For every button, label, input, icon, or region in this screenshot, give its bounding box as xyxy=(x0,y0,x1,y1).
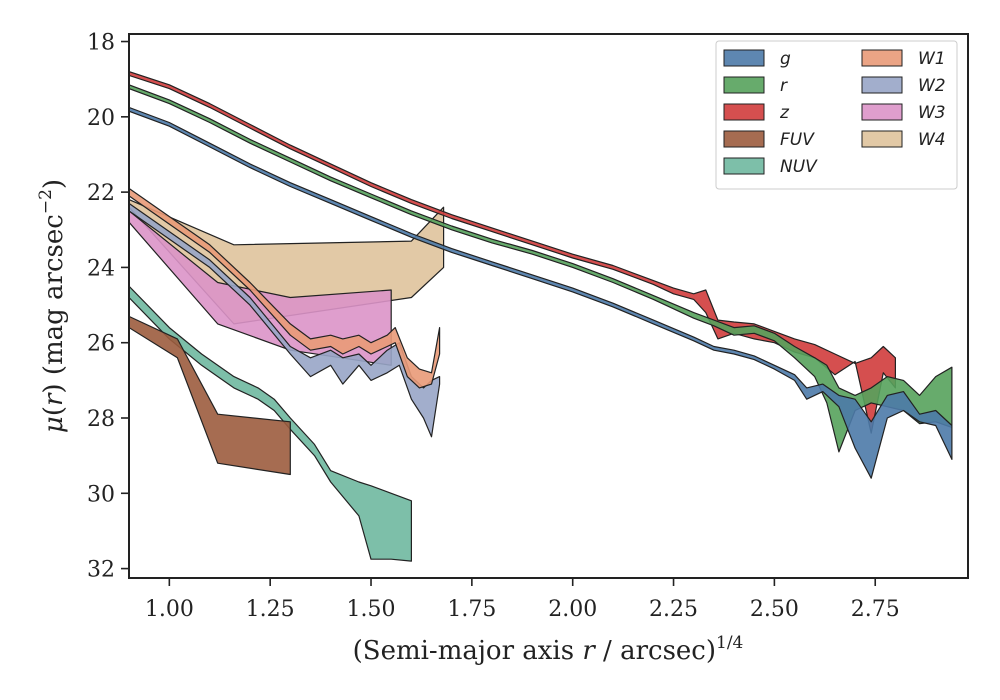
legend-swatch-w4 xyxy=(861,130,903,148)
band-g xyxy=(129,106,953,479)
y-tick-label: 32 xyxy=(87,558,115,583)
x-tick-label: 2.00 xyxy=(548,597,597,622)
legend-label-r: r xyxy=(780,76,788,96)
legend-label-fuv: FUV xyxy=(780,130,815,150)
legend-swatch-nuv xyxy=(723,157,765,175)
x-tick-label: 2.25 xyxy=(649,597,698,622)
legend-swatch-r xyxy=(723,76,765,94)
x-tick-label: 2.75 xyxy=(851,597,900,622)
plot-frame xyxy=(128,33,969,579)
y-axis-ticks: 18 20 22 24 26 28 30 32 xyxy=(87,31,129,583)
legend-swatch-w3 xyxy=(861,103,903,121)
x-tick-label: 1.25 xyxy=(246,597,295,622)
x-axis-label: (Semi-major axis r / arcsec)1/4 xyxy=(353,633,744,666)
y-tick-label: 30 xyxy=(87,482,115,507)
y-tick-label: 22 xyxy=(87,181,115,206)
legend-label-w3: W3 xyxy=(918,103,946,123)
legend-label-g: g xyxy=(780,49,791,69)
legend-label-w2: W2 xyxy=(918,76,946,96)
legend-swatch-g xyxy=(723,49,765,67)
legend-swatch-fuv xyxy=(723,130,765,148)
x-tick-label: 1.50 xyxy=(347,597,396,622)
legend-swatch-z xyxy=(723,103,765,121)
x-tick-label: 1.75 xyxy=(447,597,496,622)
legend-label-nuv: NUV xyxy=(780,157,818,177)
x-tick-label: 1.00 xyxy=(145,597,194,622)
y-tick-label: 28 xyxy=(87,407,115,432)
legend: grz FUV NUV W1 W2 W3 W4 xyxy=(715,40,958,190)
y-tick-label: 18 xyxy=(87,31,115,56)
legend-items: grz FUV NUV W1 W2 W3 W4 xyxy=(723,49,946,177)
legend-swatch-w1 xyxy=(861,49,903,67)
x-tick-label: 2.50 xyxy=(750,597,799,622)
y-tick-label: 20 xyxy=(87,106,115,131)
x-axis-ticks: 1.00 1.25 1.50 1.75 2.00 2.25 2.50 2.75 xyxy=(145,578,900,622)
y-tick-label: 26 xyxy=(87,332,115,357)
legend-label-w4: W4 xyxy=(918,130,946,150)
band-w1 xyxy=(129,187,441,389)
legend-swatch-w2 xyxy=(861,76,903,94)
band-fuv xyxy=(129,315,291,476)
band-nuv xyxy=(129,285,412,562)
legend-label-z: z xyxy=(779,103,790,123)
y-axis-label: μ(r) (mag arcsec−2) xyxy=(36,179,69,433)
y-tick-label: 24 xyxy=(87,256,115,281)
legend-label-w1: W1 xyxy=(918,49,946,69)
bands-layer xyxy=(129,70,953,562)
band-w2 xyxy=(129,202,441,438)
